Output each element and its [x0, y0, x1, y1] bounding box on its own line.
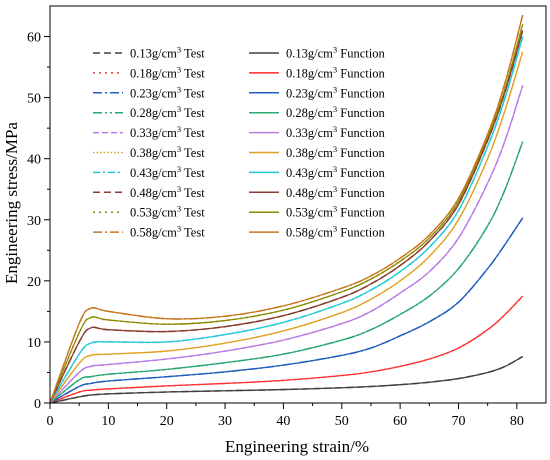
series-line-0.23-test — [49, 217, 524, 404]
legend-label: 0.43g/cm3 Function — [286, 164, 385, 180]
y-axis-title: Engineering stress/MPa — [2, 122, 21, 284]
legend-label: 0.58g/cm3 Function — [286, 224, 385, 240]
legend-label: 0.48g/cm3 Test — [130, 184, 205, 200]
legend-label: 0.13g/cm3 Function — [286, 45, 385, 61]
series-line-0.58-test — [49, 14, 524, 404]
x-tick-label: 30 — [218, 414, 232, 429]
y-tick-label: 0 — [34, 397, 41, 412]
series-layer — [49, 14, 524, 404]
legend-label: 0.18g/cm3 Test — [130, 64, 205, 80]
x-tick-label: 70 — [451, 414, 465, 429]
series-line-0.48-test — [49, 30, 524, 404]
y-tick-label: 20 — [27, 275, 41, 290]
legend-label: 0.48g/cm3 Function — [286, 184, 385, 200]
x-tick-label: 10 — [101, 414, 115, 429]
x-tick-label: 0 — [47, 414, 54, 429]
legend-label: 0.33g/cm3 Test — [130, 124, 205, 140]
series-line-0.13-test — [49, 355, 524, 404]
y-tick-label: 10 — [27, 336, 41, 351]
legend-label: 0.43g/cm3 Test — [130, 164, 205, 180]
legend-label: 0.23g/cm3 Function — [286, 84, 385, 100]
x-tick-label: 50 — [335, 414, 349, 429]
x-tick-label: 60 — [393, 414, 407, 429]
x-axis-title: Engineering strain/% — [225, 437, 369, 456]
y-tick-label: 50 — [27, 92, 41, 107]
legend-label: 0.38g/cm3 Function — [286, 144, 385, 160]
series-line-0.18-function — [49, 295, 524, 404]
series-line-0.18-test — [49, 295, 524, 404]
x-tick-label: 40 — [276, 414, 290, 429]
y-tick-label: 30 — [27, 214, 41, 229]
series-line-0.43-test — [49, 36, 524, 404]
legend-label: 0.18g/cm3 Function — [286, 64, 385, 80]
series-line-0.38-test — [49, 51, 524, 404]
legend-label: 0.58g/cm3 Test — [130, 224, 205, 240]
series-line-0.33-test — [49, 85, 524, 404]
legend-label: 0.23g/cm3 Test — [130, 84, 205, 100]
series-line-0.23-function — [49, 217, 524, 404]
x-tick-label: 80 — [510, 414, 524, 429]
legend-label: 0.28g/cm3 Function — [286, 104, 385, 120]
legend-label: 0.53g/cm3 Test — [130, 204, 205, 220]
series-line-0.53-test — [49, 24, 524, 404]
legend-label: 0.53g/cm3 Function — [286, 204, 385, 220]
x-tick-label: 20 — [160, 414, 174, 429]
series-line-0.28-test — [49, 141, 524, 404]
y-tick-label: 60 — [27, 31, 41, 46]
y-tick-label: 40 — [27, 153, 41, 168]
legend-label: 0.33g/cm3 Function — [286, 124, 385, 140]
axes-layer: 0 10 20 30 40 50 60 70 80 0 10 20 30 40 50 60 — [27, 5, 547, 429]
plot-frame — [49, 5, 547, 404]
legend-label: 0.28g/cm3 Test — [130, 104, 205, 120]
legend: 0.13g/cm3 Test 0.18g/cm3 Test 0.23g/cm3 Te… — [93, 45, 385, 240]
legend-label: 0.13g/cm3 Test — [130, 45, 205, 61]
legend-label: 0.38g/cm3 Test — [130, 144, 205, 160]
